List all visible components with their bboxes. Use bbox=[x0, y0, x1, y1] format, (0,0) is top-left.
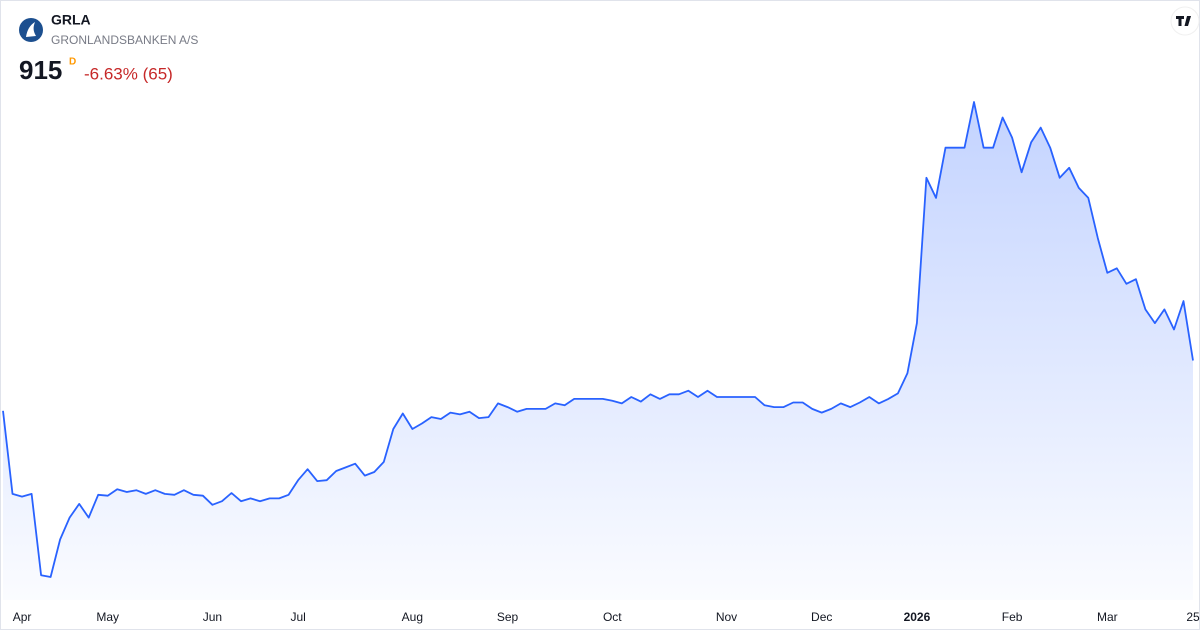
price-change: -6.63% (65) bbox=[84, 64, 173, 83]
interval: D bbox=[69, 57, 76, 68]
x-tick-label: 2026 bbox=[904, 610, 931, 624]
symbol-logo bbox=[19, 18, 43, 42]
company-name: GRONLANDSBANKEN A/S bbox=[51, 33, 198, 47]
x-tick-label: Jul bbox=[290, 610, 305, 624]
tradingview-logo[interactable] bbox=[1170, 6, 1200, 36]
x-tick-label: Aug bbox=[402, 610, 423, 624]
x-tick-label: Feb bbox=[1002, 610, 1023, 624]
x-tick-label: 25 bbox=[1186, 610, 1200, 624]
price-area bbox=[3, 102, 1193, 600]
price-line bbox=[2, 101, 1194, 578]
last-price: 915 bbox=[19, 55, 62, 85]
x-tick-label: Nov bbox=[716, 610, 737, 624]
x-tick-label: Dec bbox=[811, 610, 832, 624]
x-tick-label: Jun bbox=[203, 610, 222, 624]
x-tick-label: Apr bbox=[13, 610, 32, 624]
x-tick-label: Oct bbox=[603, 610, 622, 624]
x-tick-label: Mar bbox=[1097, 610, 1118, 624]
x-tick-label: Sep bbox=[497, 610, 519, 624]
x-tick-label: May bbox=[96, 610, 119, 624]
symbol: GRLA bbox=[51, 12, 91, 28]
